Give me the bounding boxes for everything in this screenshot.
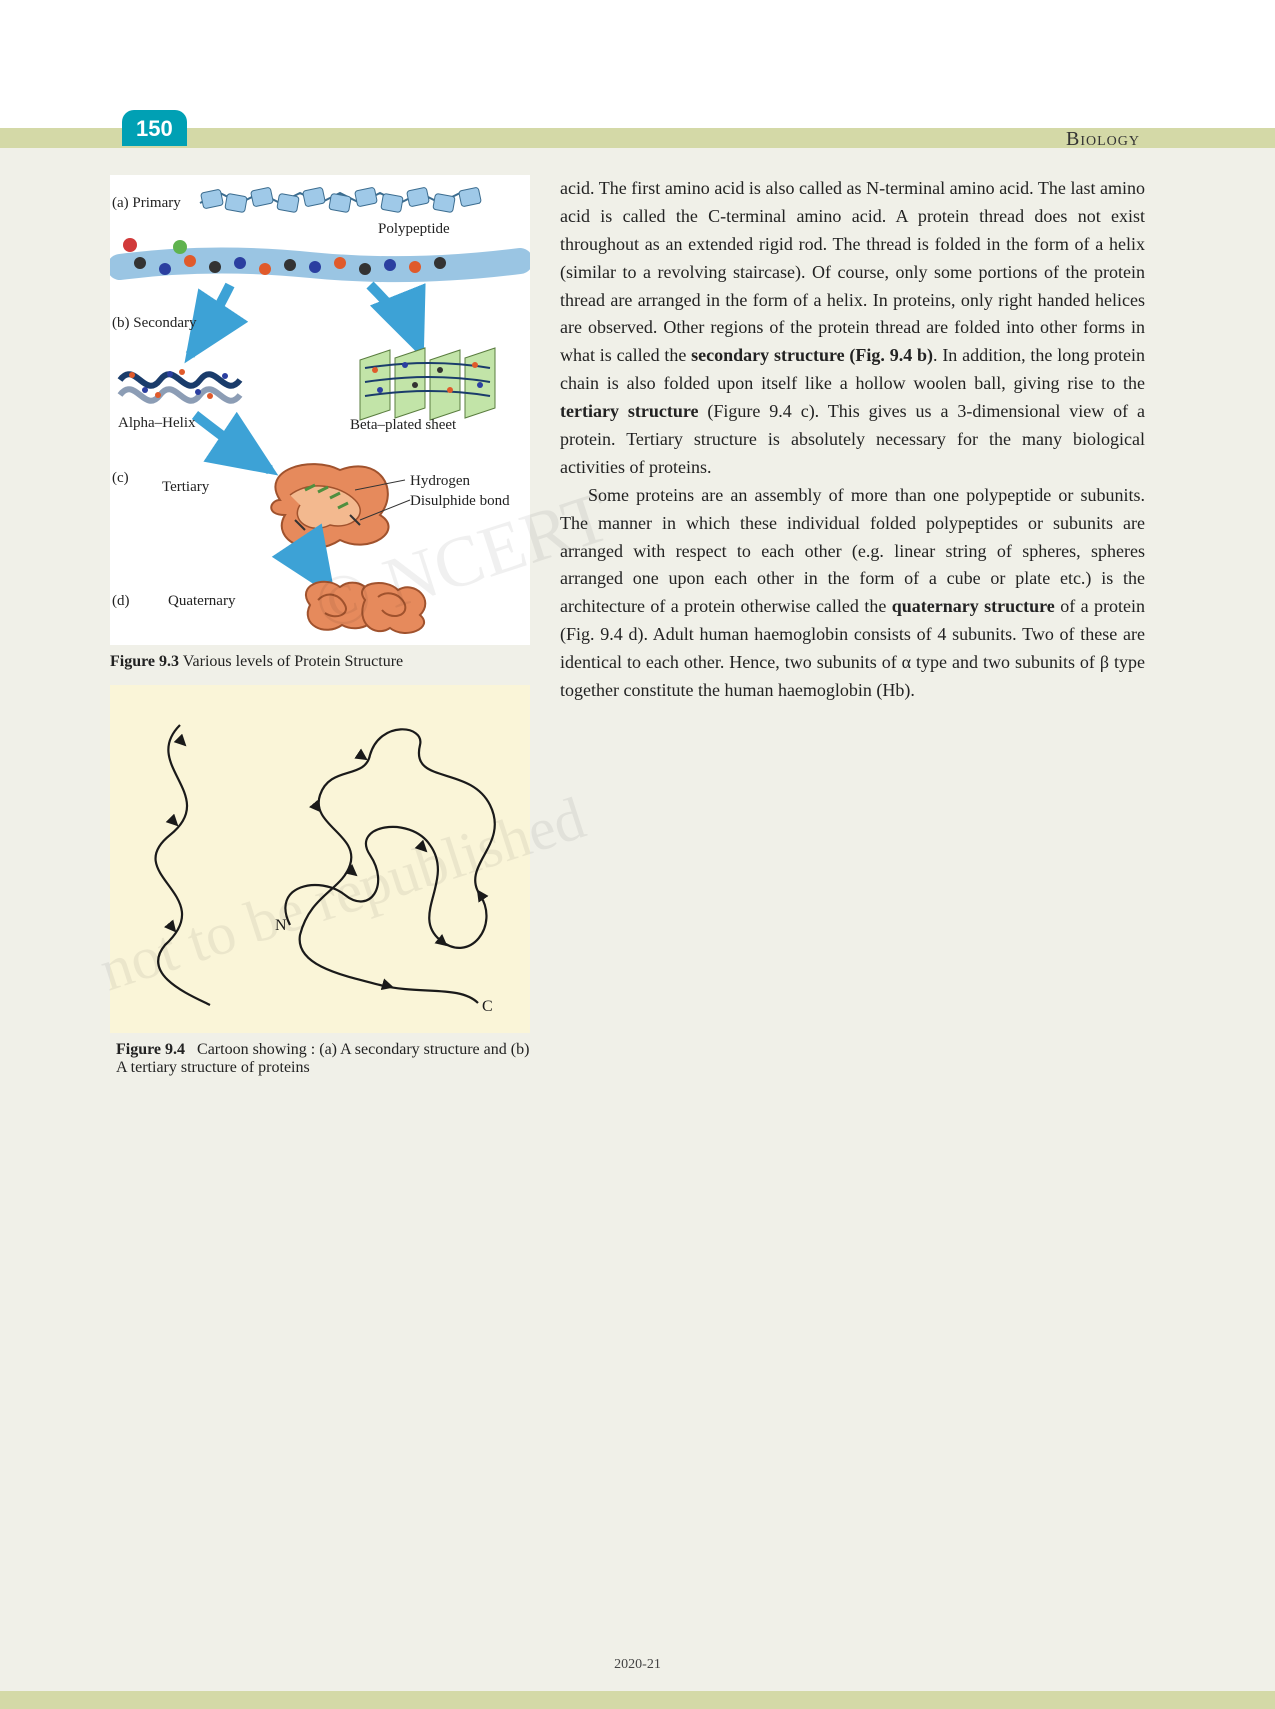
p1-text: acid. The first amino acid is also calle… (560, 178, 1145, 365)
content-area: (a) Primary Polypeptide (b) Secondary Al… (110, 175, 1145, 1629)
fig93-label-quaternary: Quaternary (168, 593, 235, 610)
figure-9-4-svg: N C (110, 685, 530, 1033)
fig93-caption-bold: Figure 9.3 (110, 653, 179, 670)
fig93-label-a: (a) Primary (112, 195, 181, 212)
fig94-caption-bold: Figure 9.4 (116, 1041, 185, 1058)
figure-9-4-caption: Figure 9.4 Cartoon showing : (a) A secon… (110, 1041, 530, 1077)
page-number: 150 (122, 110, 187, 146)
fig93-label-hydrogen: Hydrogen (410, 473, 470, 490)
fig93-label-polypeptide: Polypeptide (378, 221, 450, 238)
left-column: (a) Primary Polypeptide (b) Secondary Al… (110, 175, 530, 1629)
right-column: acid. The first amino acid is also calle… (560, 175, 1145, 1629)
fig94-label-n: N (275, 917, 287, 934)
fig93-label-disulphide: Disulphide bond (410, 493, 510, 510)
fig93-label-beta: Beta–plated sheet (350, 417, 456, 434)
top-margin (0, 0, 1275, 128)
subject-label: Biology (1066, 128, 1140, 151)
figure-9-3-svg (110, 175, 530, 645)
fig93-label-tertiary: Tertiary (162, 479, 209, 496)
fig94-label-c: C (482, 998, 493, 1015)
figure-9-3-caption: Figure 9.3 Various levels of Protein Str… (110, 653, 530, 671)
p1-bold1: secondary structure (Fig. 9.4 b) (691, 345, 933, 365)
fig93-label-b: (b) Secondary (112, 315, 197, 332)
fig93-label-d: (d) (112, 593, 130, 610)
body-paragraph-1: acid. The first amino acid is also calle… (560, 175, 1145, 482)
fig93-caption-text: Various levels of Protein Structure (183, 653, 403, 670)
figure-9-3: (a) Primary Polypeptide (b) Secondary Al… (110, 175, 530, 645)
p1-bold2: tertiary structure (560, 401, 699, 421)
footer-year: 2020-21 (614, 1657, 661, 1673)
figure-9-4: N C (110, 685, 530, 1033)
fig93-label-c: (c) (112, 470, 129, 487)
fig93-label-alpha: Alpha–Helix (118, 415, 195, 432)
p2-bold: quaternary structure (892, 596, 1055, 616)
body-paragraph-2: Some proteins are an assembly of more th… (560, 482, 1145, 705)
bottom-strip (0, 1691, 1275, 1709)
